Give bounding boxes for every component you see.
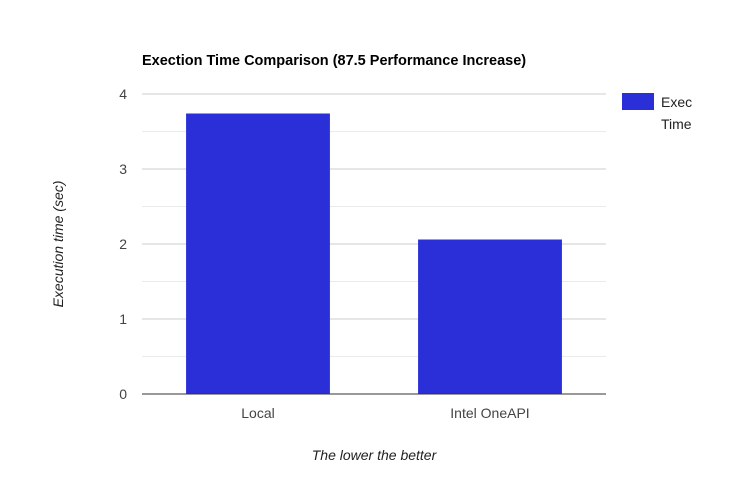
- y-tick-label: 0: [119, 386, 127, 402]
- y-tick-label: 2: [119, 236, 127, 252]
- chart-title: Exection Time Comparison (87.5 Performan…: [142, 53, 526, 69]
- y-axis-title: Execution time (sec): [50, 181, 66, 308]
- y-tick-label: 4: [119, 86, 127, 102]
- y-tick-label: 1: [119, 311, 127, 327]
- legend-label-line-2: Time: [661, 116, 692, 132]
- x-axis-title: The lower the better: [312, 447, 438, 463]
- y-tick-label: 3: [119, 161, 127, 177]
- x-tick-labels: Local Intel OneAPI: [241, 405, 529, 421]
- y-tick-labels: 0 1 2 3 4: [119, 86, 127, 402]
- legend: Exec Time: [622, 93, 692, 132]
- legend-label-line-1: Exec: [661, 94, 692, 110]
- bar: [418, 240, 562, 395]
- bar: [186, 114, 330, 395]
- x-tick-label: Intel OneAPI: [450, 405, 529, 421]
- bars: [186, 114, 562, 395]
- x-tick-label: Local: [241, 405, 274, 421]
- legend-swatch: [622, 93, 654, 110]
